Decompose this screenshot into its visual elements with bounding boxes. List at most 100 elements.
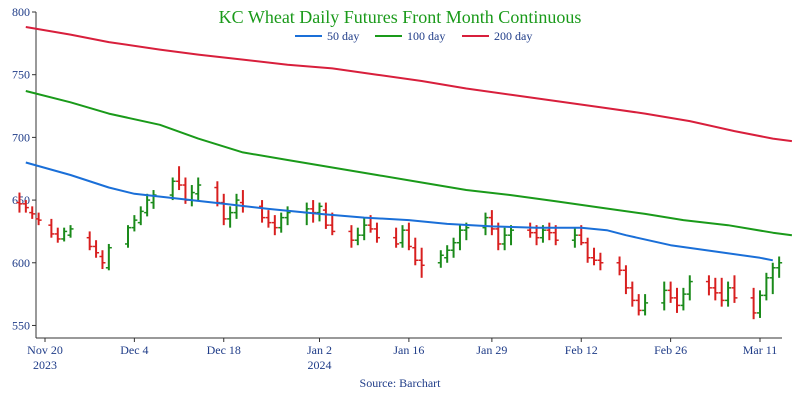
ohlc-bar	[642, 294, 649, 316]
ohlc-bar	[680, 287, 687, 311]
series-line-100-day	[25, 90, 793, 237]
ohlc-bar	[169, 177, 176, 201]
ohlc-bar	[591, 247, 598, 266]
ohlc-bar	[444, 245, 451, 263]
legend-item-200-day: 200 day	[462, 29, 532, 43]
ohlc-bar	[373, 222, 380, 243]
ohlc-bar	[456, 225, 463, 251]
ohlc-bar	[731, 275, 738, 303]
ohlc-bar	[667, 281, 674, 303]
series-line-50-day	[25, 161, 773, 262]
ohlc-bar	[259, 200, 266, 223]
ohlc-bar	[437, 250, 444, 268]
ohlc-bar	[418, 247, 425, 278]
ohlc-bar	[271, 215, 278, 236]
ohlc-bar	[227, 206, 234, 228]
ohlc-bar	[348, 225, 355, 248]
ohlc-bar	[584, 237, 591, 263]
ohlc-bar	[137, 206, 144, 226]
ohlc-bar	[176, 166, 183, 191]
ohlc-bar	[86, 231, 93, 251]
ohlc-bar	[144, 193, 151, 217]
ohlc-bar	[61, 227, 68, 242]
ohlc-bar	[546, 222, 553, 241]
legend-label-200-day: 200 day	[494, 29, 532, 43]
ohlc-bar	[712, 277, 719, 301]
ohlc-bar	[303, 202, 310, 226]
x-tick-label: Feb 12	[565, 343, 598, 357]
ohlc-bar	[718, 277, 725, 307]
ohlc-bar	[705, 275, 712, 296]
ohlc-bar	[769, 262, 776, 295]
ohlc-bar	[233, 193, 240, 219]
ohlc-bar	[239, 190, 246, 213]
ohlc-bar	[329, 212, 336, 236]
x-tick-label: Feb 26	[654, 343, 687, 357]
x-tick-label: Dec 4	[120, 343, 148, 357]
ohlc-bar	[635, 294, 642, 316]
ohlc-bar	[571, 227, 578, 248]
x-tick-year-label: 2024	[308, 358, 332, 372]
ohlc-bar	[597, 252, 604, 271]
ohlc-bar	[22, 200, 29, 213]
ohlc-bar	[501, 227, 508, 251]
y-tick-label: 650	[12, 193, 30, 207]
legend-label-50-day: 50 day	[327, 29, 359, 43]
ohlc-bar	[527, 222, 534, 238]
ohlc-bar	[310, 200, 317, 223]
chart-title: KC Wheat Daily Futures Front Month Conti…	[219, 7, 582, 27]
ohlc-bar	[412, 237, 419, 266]
ohlc-bar	[661, 281, 668, 311]
x-tick-year-label: 2023	[33, 358, 57, 372]
x-tick-label: Jan 16	[393, 343, 424, 357]
ohlc-bar	[316, 202, 323, 222]
y-tick-label: 600	[12, 256, 30, 270]
ohlc-bar	[686, 275, 693, 301]
chart-legend: 50 day 100 day 200 day	[295, 29, 532, 43]
x-tick-label: Dec 18	[207, 343, 241, 357]
x-tick-label: Jan 29	[476, 343, 507, 357]
ohlc-bar	[405, 222, 412, 251]
ohlc-bar	[725, 281, 732, 307]
ohlc-bar	[54, 227, 61, 243]
ohlc-bar	[757, 290, 763, 318]
ohlc-bar	[195, 177, 202, 201]
ohlc-bar	[99, 250, 106, 270]
ohlc-bar	[508, 225, 515, 246]
x-tick-label: Jan 2	[307, 343, 332, 357]
y-tick-label: 550	[12, 318, 30, 332]
ohlc-bar	[616, 256, 623, 276]
x-tick-label: Nov 20	[27, 343, 63, 357]
ohlc-bar	[29, 206, 36, 219]
x-tick-label: Mar 11	[743, 343, 778, 357]
legend-label-100-day: 100 day	[407, 29, 445, 43]
ohlc-bar	[131, 215, 138, 232]
ohlc-bar	[622, 265, 629, 295]
legend-item-50-day: 50 day	[295, 29, 359, 43]
ohlc-bar	[188, 185, 195, 207]
moving-average-lines	[25, 26, 793, 262]
ohlc-bar	[776, 256, 783, 278]
ohlc-bar	[105, 243, 112, 271]
series-line-200-day	[25, 26, 793, 143]
ohlc-bar	[393, 227, 400, 248]
ohlc-bar	[67, 225, 74, 238]
ohlc-bar	[265, 210, 272, 228]
ohlc-bar	[124, 225, 131, 248]
ohlc-bar	[488, 210, 495, 236]
legend-item-100-day: 100 day	[375, 29, 445, 43]
ohlc-bar	[674, 287, 681, 313]
ohlc-bar	[35, 212, 42, 226]
ohlc-bar	[763, 272, 770, 301]
ohlc-bar	[150, 190, 157, 209]
ohlc-bar	[220, 193, 227, 226]
ohlc-bar	[284, 206, 291, 226]
ohlc-bar	[399, 225, 406, 248]
source-note: Source: Barchart	[360, 376, 442, 390]
ohlc-bar	[278, 212, 285, 233]
ohlc-bar	[48, 218, 55, 238]
ohlc-bar	[482, 212, 489, 236]
ohlc-bar	[93, 240, 100, 258]
